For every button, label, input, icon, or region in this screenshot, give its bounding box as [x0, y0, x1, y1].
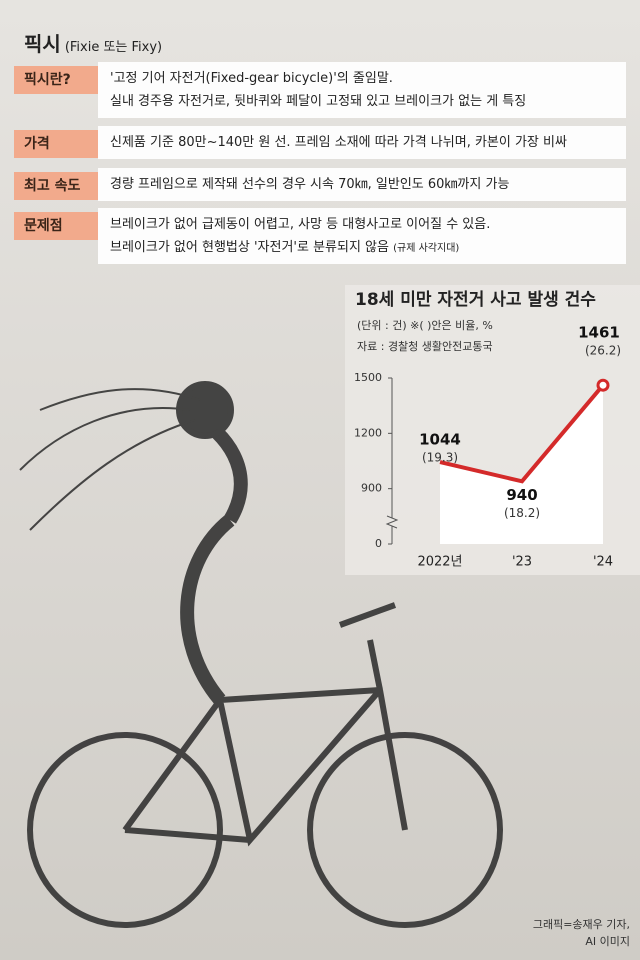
- line-text: 경량 프레임으로 제작돼 선수의 경우 시속 70㎞, 일반인도 60㎞까지 가…: [110, 177, 510, 192]
- info-row: 가격 신제품 기준 80만~140만 원 선. 프레임 소재에 따라 가격 나뉘며…: [14, 126, 626, 159]
- line-text: 신제품 기준 80만~140만 원 선. 프레임 소재에 따라 가격 나뉘며, …: [110, 135, 567, 150]
- row-text: 경량 프레임으로 제작돼 선수의 경우 시속 70㎞, 일반인도 60㎞까지 가…: [98, 168, 626, 201]
- y-tick-label: 1200: [354, 426, 382, 439]
- end-marker: [596, 378, 610, 392]
- info-row: 문제점 브레이크가 없어 급제동이 어렵고, 사망 등 대형사고로 이어질 수 있…: [14, 208, 626, 264]
- header-title: 픽시: [24, 32, 61, 56]
- area: [440, 385, 603, 544]
- line-text: 실내 경주용 자전거로, 뒷바퀴와 페달이 고정돼 있고 브레이크가 없는 게 …: [110, 94, 527, 109]
- row-label: 가격: [14, 130, 98, 158]
- x-tick-label: '23: [512, 555, 532, 570]
- text-line: 경량 프레임으로 제작돼 선수의 경우 시속 70㎞, 일반인도 60㎞까지 가…: [110, 173, 614, 196]
- row-text: 브레이크가 없어 급제동이 어렵고, 사망 등 대형사고로 이어질 수 있음. 브…: [98, 208, 626, 264]
- text-line: 브레이크가 없어 급제동이 어렵고, 사망 등 대형사고로 이어질 수 있음.: [110, 213, 614, 236]
- x-tick-label: 2022년: [417, 555, 462, 570]
- line: [439, 383, 605, 484]
- x-tick-label: '24: [593, 555, 613, 570]
- chart-title: 18세 미만 자전거 사고 발생 건수: [355, 290, 596, 310]
- info-row: 픽시란? '고정 기어 자전거(Fixed-gear bicycle)'의 줄임말…: [14, 62, 626, 118]
- unit-note: (단위 : 건) ※( )안은 비율, %: [357, 319, 493, 332]
- row-label: 최고 속도: [14, 172, 98, 200]
- credit: AI 이미지: [585, 935, 630, 948]
- credit: 그래픽=송재우 기자,: [533, 918, 630, 931]
- row-text: '고정 기어 자전거(Fixed-gear bicycle)'의 줄임말. 실내 …: [98, 62, 626, 118]
- y-tick-label: 1500: [354, 371, 382, 384]
- y-tick-label: 900: [361, 482, 382, 495]
- data-label: 1461: [578, 324, 620, 342]
- line-text: 브레이크가 없어 현행법상 '자전거'로 분류되지 않음: [110, 240, 389, 255]
- header-subtitle: (Fixie 또는 Fixy): [64, 40, 163, 55]
- illustration: [19, 381, 503, 928]
- text-line: 실내 경주용 자전거로, 뒷바퀴와 페달이 고정돼 있고 브레이크가 없는 게 …: [110, 90, 614, 113]
- line-text: 브레이크가 없어 급제동이 어렵고, 사망 등 대형사고로 이어질 수 있음.: [110, 217, 491, 232]
- text-line: '고정 기어 자전거(Fixed-gear bicycle)'의 줄임말.: [110, 67, 614, 90]
- row-label: 픽시란?: [14, 66, 98, 94]
- note: (규제 사각지대): [393, 243, 460, 254]
- ratio-label: (26.2): [585, 344, 621, 358]
- ratio-label: (18.2): [504, 506, 540, 520]
- axis-break: [385, 515, 399, 529]
- header: 픽시 (Fixie 또는 Fixy): [24, 28, 162, 57]
- row-label: 문제점: [14, 212, 98, 240]
- line-text: '고정 기어 자전거(Fixed-gear bicycle)'의 줄임말.: [110, 71, 393, 86]
- y-tick-label: 0: [375, 537, 382, 550]
- ratio-label: (19.3): [422, 451, 458, 465]
- source: 자료 : 경찰청 생활안전교통국: [357, 339, 493, 353]
- row-text: 신제품 기준 80만~140만 원 선. 프레임 소재에 따라 가격 나뉘며, …: [98, 126, 626, 159]
- text-line: 브레이크가 없어 현행법상 '자전거'로 분류되지 않음 (규제 사각지대): [110, 236, 614, 260]
- info-row: 최고 속도 경량 프레임으로 제작돼 선수의 경우 시속 70㎞, 일반인도 60…: [14, 168, 626, 201]
- text-line: 신제품 기준 80만~140만 원 선. 프레임 소재에 따라 가격 나뉘며, …: [110, 131, 614, 154]
- data-label: 1044: [419, 431, 461, 449]
- data-label: 940: [506, 486, 537, 504]
